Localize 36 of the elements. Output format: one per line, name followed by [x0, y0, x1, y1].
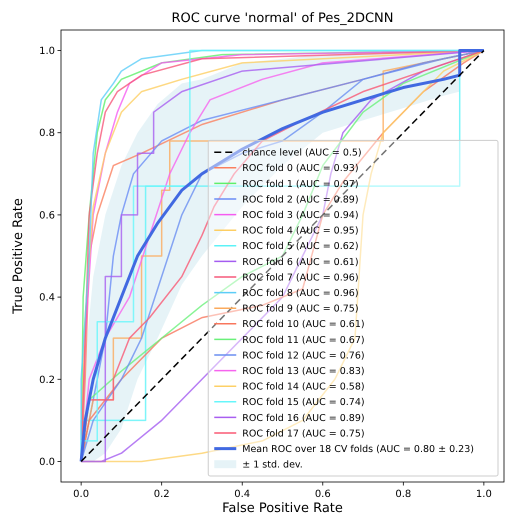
y-tick-label: 0.0: [39, 456, 55, 468]
legend-label: ROC fold 14 (AUC = 0.58): [242, 382, 365, 393]
legend-label: ROC fold 15 (AUC = 0.74): [242, 397, 365, 408]
legend-label: ROC fold 7 (AUC = 0.96): [242, 272, 359, 284]
y-tick-label: 1.0: [39, 46, 55, 58]
y-tick-label: 0.4: [39, 292, 55, 304]
legend-label: ROC fold 17 (AUC = 0.75): [242, 428, 365, 440]
x-tick-label: 0.2: [154, 489, 170, 500]
legend-label: ROC fold 4 (AUC = 0.95): [242, 226, 359, 237]
y-tick-label: 0.8: [39, 128, 55, 140]
legend-label: ROC fold 16 (AUC = 0.89): [242, 412, 365, 424]
legend-label: ROC fold 8 (AUC = 0.96): [242, 288, 359, 299]
y-tick-label: 0.6: [39, 210, 55, 222]
x-tick-label: 0.8: [395, 489, 412, 500]
x-tick-label: 0.4: [234, 489, 250, 500]
legend-label: ROC fold 2 (AUC = 0.89): [242, 194, 359, 206]
x-tick-label: 0.0: [73, 489, 90, 500]
x-tick-label: 1.0: [476, 489, 492, 500]
legend-label: ROC fold 10 (AUC = 0.61): [242, 319, 365, 330]
legend-label: ROC fold 6 (AUC = 0.61): [242, 256, 359, 268]
legend-label: ROC fold 5 (AUC = 0.62): [242, 241, 359, 252]
legend-label: ROC fold 13 (AUC = 0.83): [242, 366, 365, 377]
legend-label: ROC fold 0 (AUC = 0.93): [242, 163, 359, 174]
legend-label: ROC fold 3 (AUC = 0.94): [242, 210, 359, 221]
x-tick-label: 0.6: [314, 489, 331, 500]
legend-label: ROC fold 11 (AUC = 0.67): [242, 334, 365, 346]
legend-label: ROC fold 12 (AUC = 0.76): [242, 350, 365, 362]
y-axis-title: True Positive Rate: [11, 198, 26, 315]
legend-label: ROC fold 9 (AUC = 0.75): [242, 304, 359, 315]
chart-title: ROC curve 'normal' of Pes_2DCNN: [172, 11, 394, 26]
legend-label: chance level (AUC = 0.5): [242, 148, 362, 159]
x-axis-title: False Positive Rate: [222, 501, 343, 516]
annotation: ± 1 std. dev.: [242, 460, 303, 471]
legend-label: ROC fold 1 (AUC = 0.97): [242, 178, 359, 190]
legend-label: Mean ROC over 18 CV folds (AUC = 0.80 ± 0.23): [242, 444, 474, 455]
y-tick-label: 0.2: [39, 374, 55, 386]
